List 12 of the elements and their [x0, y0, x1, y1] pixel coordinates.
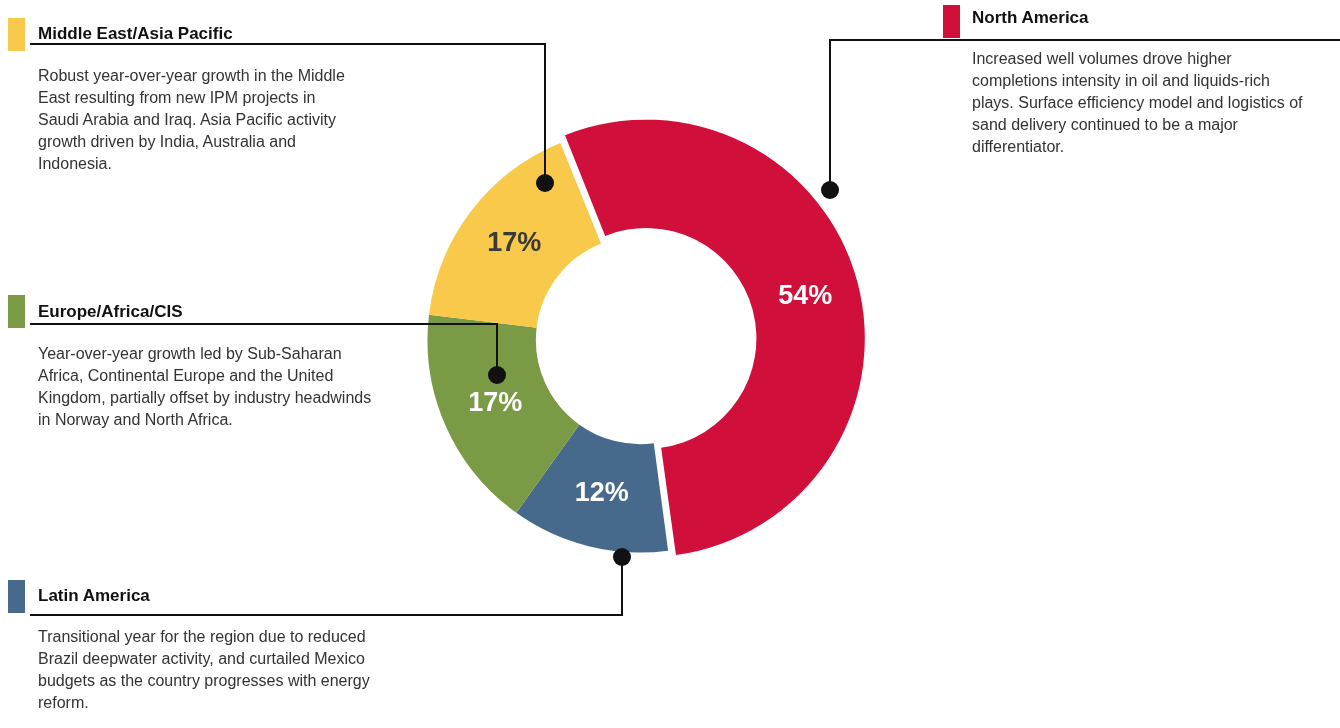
data-label: 17%: [487, 227, 542, 258]
legend-label: North America: [972, 8, 1089, 28]
data-label: 17%: [468, 387, 523, 418]
text: Year-over-year growth led by Sub-Saharan Africa, Continental Europe and the United Kingdom, partially offset by industry headwinds in Norway and North Africa.: [38, 344, 373, 430]
legend-label: Middle East/Asia Pacific: [38, 24, 233, 44]
data-label: 12%: [574, 477, 629, 508]
legend-label: Europe/Africa/CIS: [38, 302, 183, 322]
text: Robust year-over-year growth in the Middle East resulting from new IPM projects in Saudi Arabia and Iraq. Asia Pacific activity growth driven by India, Australia and Indonesia.: [38, 66, 346, 174]
legend-label: Latin America: [38, 586, 150, 606]
data-label: 54%: [778, 279, 833, 310]
text: Increased well volumes drove higher completions intensity in oil and liquids-rich plays. Surface efficiency model and logistics of sand delivery continued to be a major differentiator.: [972, 49, 1304, 157]
text: Transitional year for the region due to reduced Brazil deepwater activity, and curtailed Mexico budgets as the country progresses with energy reform.: [38, 627, 371, 713]
